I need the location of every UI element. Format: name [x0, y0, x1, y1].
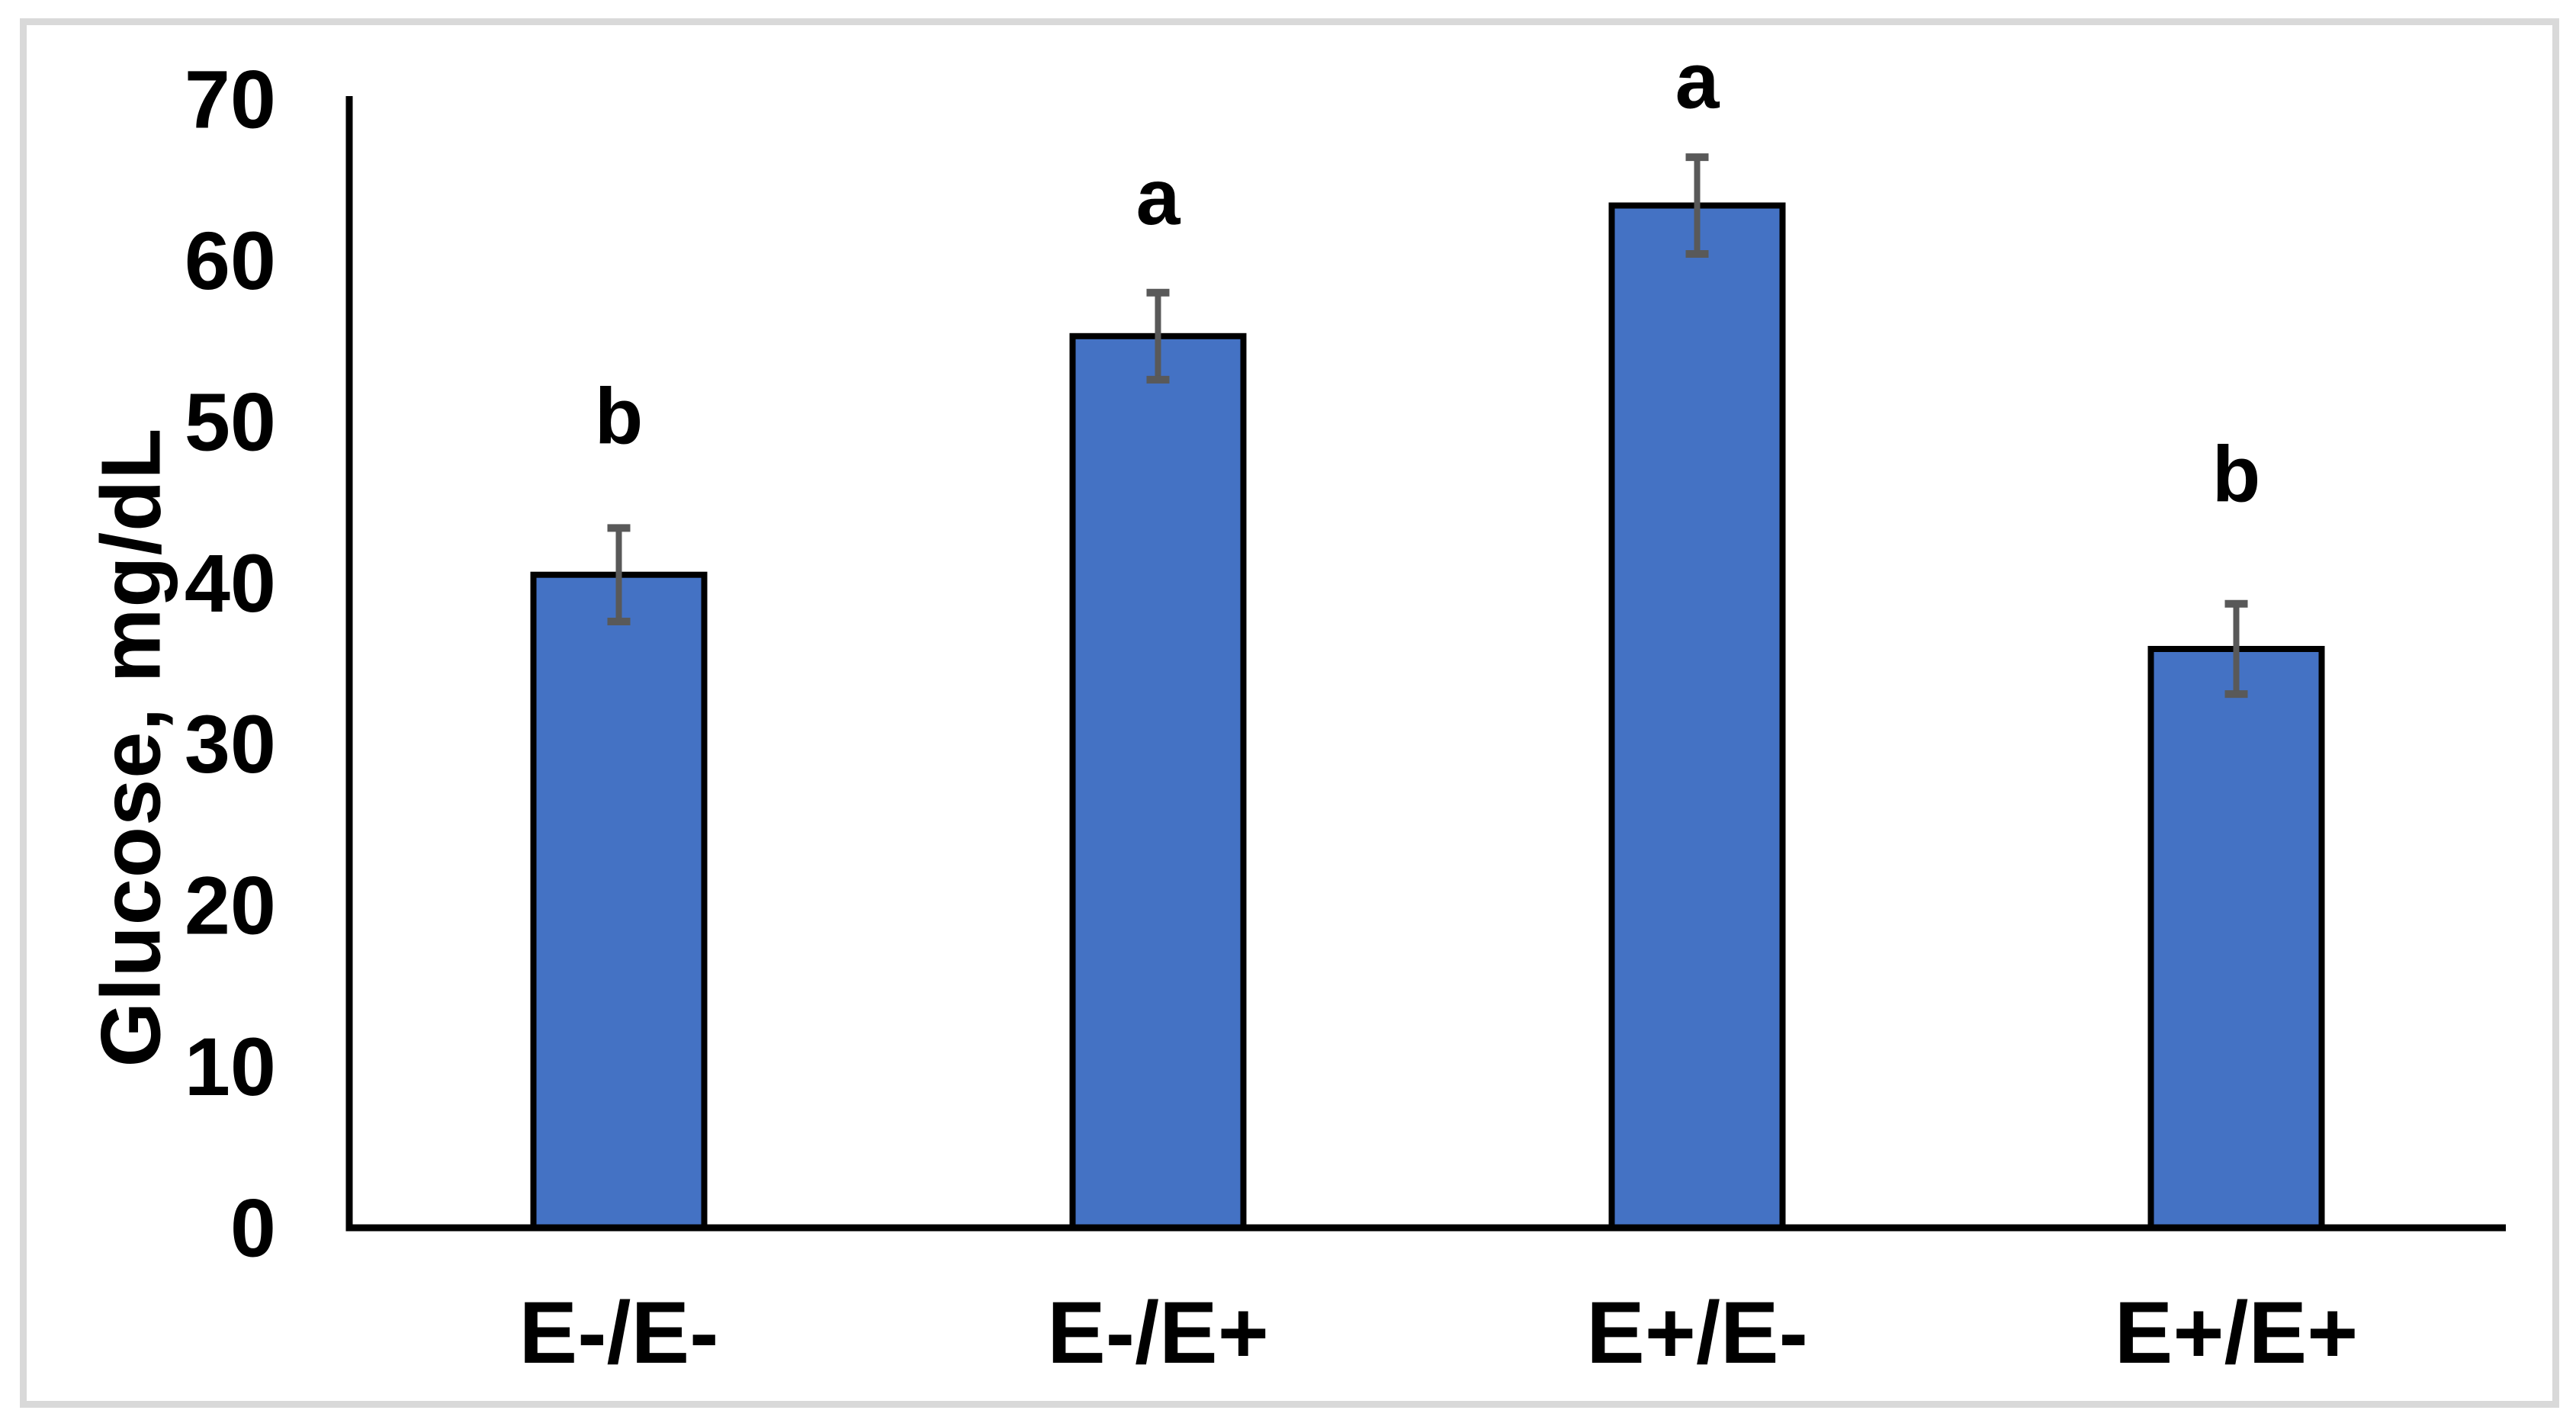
y-tick-label: 10 [185, 1020, 276, 1113]
significance-letter: b [2212, 431, 2261, 519]
y-tick-label: 30 [185, 698, 276, 790]
bar [530, 571, 708, 1231]
y-axis-title: Glucose, mg/dL [84, 427, 178, 1068]
bar [1069, 332, 1247, 1231]
y-tick-label: 20 [185, 859, 276, 952]
significance-letter: b [595, 373, 644, 461]
significance-letter: a [1136, 153, 1181, 242]
y-tick-label: 70 [185, 53, 276, 146]
y-tick-label: 40 [185, 537, 276, 629]
significance-letter: a [1675, 37, 1720, 126]
x-category-label: E-/E- [519, 1284, 719, 1382]
bar [2147, 646, 2325, 1231]
y-tick-label: 60 [185, 214, 276, 307]
x-category-label: E+/E+ [2115, 1284, 2359, 1382]
x-category-label: E+/E- [1586, 1284, 1808, 1382]
bar [1608, 202, 1786, 1231]
y-tick-label: 50 [185, 375, 276, 467]
y-tick-label: 0 [230, 1182, 276, 1274]
x-category-label: E-/E+ [1047, 1284, 1269, 1382]
